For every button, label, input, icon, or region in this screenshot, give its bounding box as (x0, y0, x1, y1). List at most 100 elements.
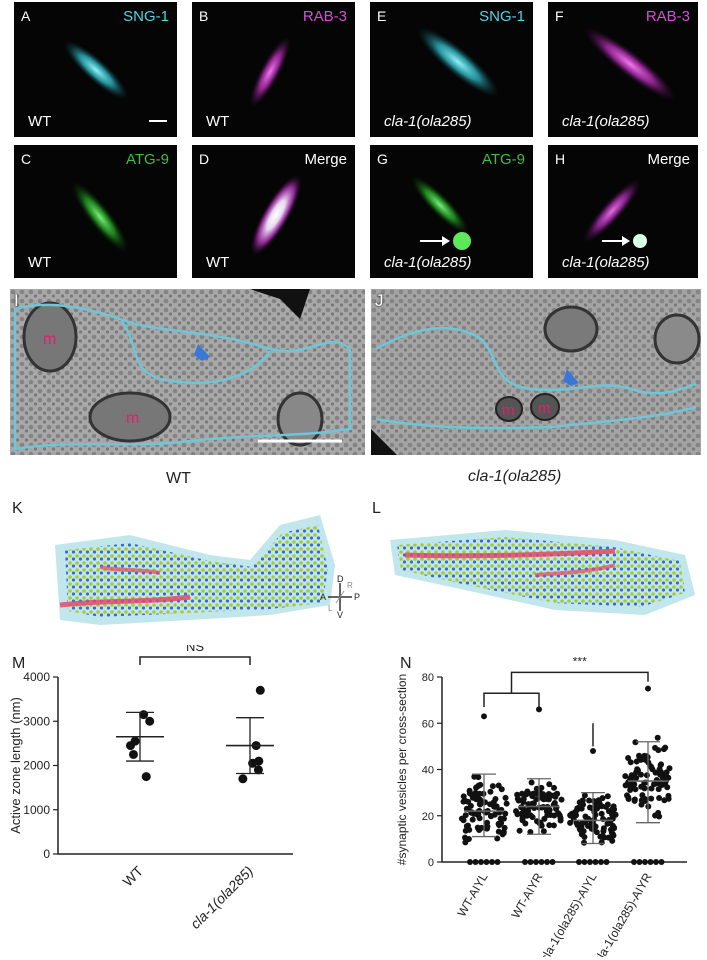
data-point (527, 859, 534, 865)
genotype-heading-cla1: cla-1(ola285) (468, 468, 562, 485)
panel-a: A SNG-1 WT (14, 2, 177, 137)
y-tick-label: 0 (428, 857, 434, 869)
axis-d: D (337, 574, 344, 584)
panel-label: A (21, 8, 31, 24)
data-point (657, 768, 664, 775)
data-point (543, 796, 550, 803)
data-point (502, 810, 509, 817)
panel-label: B (199, 8, 209, 24)
data-point (648, 795, 655, 802)
data-point (603, 859, 610, 865)
data-point (471, 773, 478, 780)
data-point (656, 794, 663, 801)
svg-text:m: m (43, 331, 56, 348)
data-point (597, 833, 604, 840)
data-point (647, 859, 654, 865)
data-point (516, 827, 523, 834)
panel-label: M (12, 655, 26, 672)
data-point (576, 859, 582, 865)
y-tick-label: 4000 (23, 670, 50, 684)
panel-label: K (12, 500, 23, 517)
y-tick-label: 3000 (23, 714, 50, 728)
x-tick-label: cla-1(ola285)-AIYL (537, 870, 599, 957)
data-point (514, 811, 521, 818)
panel-f: F RAB-3 cla-1(ola285) (548, 2, 698, 137)
panel-e: E SNG-1 cla-1(ola285) (370, 2, 533, 137)
panel-title: RAB-3 (645, 8, 690, 25)
data-point (600, 825, 607, 832)
data-point (578, 799, 585, 806)
data-point (530, 790, 537, 797)
data-point (484, 819, 491, 826)
data-point (472, 859, 479, 865)
data-point (125, 741, 135, 751)
significance-bracket (483, 692, 540, 708)
data-point (501, 824, 508, 831)
x-tick-label: WT (119, 862, 146, 889)
significance-label: NS (186, 645, 204, 654)
data-point (481, 713, 487, 720)
panel-label: J (375, 291, 384, 310)
data-point (598, 859, 604, 865)
data-point (634, 766, 641, 773)
data-point (465, 835, 472, 842)
data-point (145, 716, 155, 726)
panel-label: H (555, 151, 566, 167)
y-tick-label: 1000 (23, 803, 50, 817)
data-point (632, 739, 639, 746)
panel-label: E (377, 8, 387, 24)
data-point (495, 782, 502, 789)
data-point (522, 859, 528, 865)
reconstruction-l (390, 530, 695, 615)
membrane-outline (375, 326, 697, 430)
data-point (463, 805, 470, 812)
data-point (658, 859, 665, 865)
data-point (585, 823, 592, 830)
data-point (582, 813, 589, 820)
genotype-label: cla-1(ola285) (384, 113, 472, 130)
data-point (631, 797, 638, 804)
data-point (643, 772, 650, 779)
data-point (466, 790, 473, 797)
data-point (469, 816, 476, 823)
data-point (492, 803, 499, 810)
genotype-label: cla-1(ola285) (562, 254, 650, 271)
y-tick-label: 80 (422, 672, 434, 684)
panel-title: ATG-9 (125, 151, 169, 168)
data-point (642, 859, 648, 865)
data-point (141, 772, 151, 782)
svg-text:m: m (502, 402, 515, 419)
data-point (473, 784, 480, 791)
data-point (567, 812, 574, 819)
data-point (638, 801, 645, 808)
data-point (604, 793, 611, 800)
data-point (536, 706, 542, 713)
genotype-label: WT (28, 254, 52, 271)
y-tick-label: 20 (422, 811, 434, 823)
data-point (467, 859, 473, 865)
dense-projection-marker (194, 344, 210, 361)
data-point (595, 797, 602, 804)
data-point (469, 794, 476, 801)
data-point (631, 859, 637, 865)
data-point (632, 786, 639, 793)
data-point (590, 748, 596, 754)
significance-bracket (510, 671, 649, 694)
data-point (253, 765, 263, 775)
data-point (478, 798, 485, 805)
axis-a: A (320, 592, 327, 602)
genotype-heading-wt: WT (166, 470, 191, 487)
data-point (638, 783, 645, 790)
genotype-label: cla-1(ola285) (562, 113, 650, 130)
em-panel-j: m m J (371, 289, 701, 455)
data-point (489, 859, 495, 865)
data-point (514, 791, 521, 798)
data-point (655, 786, 662, 793)
data-point (567, 819, 574, 826)
data-point (577, 827, 584, 834)
data-point (637, 756, 644, 763)
data-point (549, 859, 556, 865)
data-point (475, 811, 482, 818)
data-point (533, 796, 540, 803)
